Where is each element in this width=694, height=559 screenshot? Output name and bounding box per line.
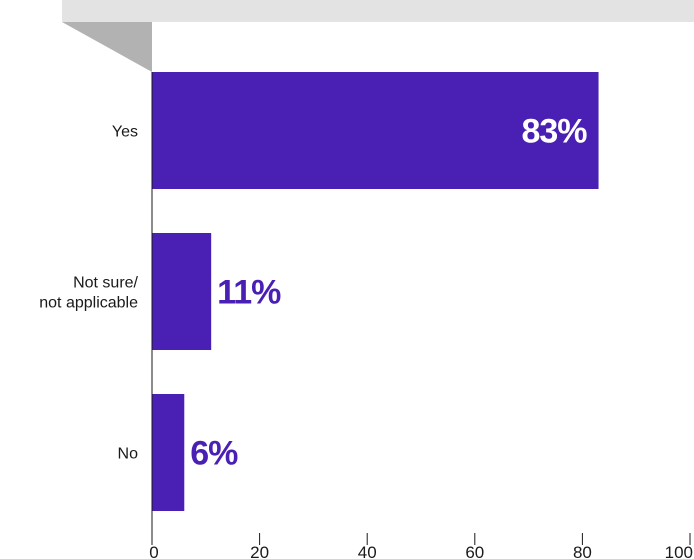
bar-1 [152,233,212,350]
axis-layer: Yes Not sure/not applicable No 0 20 40 60 80 100 [39,72,693,559]
bar-0 [152,72,599,189]
category-label-1: Not sure/not applicable [39,275,138,312]
category-label-2: No [118,446,139,463]
category-label-0: Yes [112,124,138,141]
x-tick-label-0: 0 [149,543,158,559]
data-label-2: 6% [190,435,238,473]
bars-layer: 83% 11% 6% [152,72,599,511]
header-banner [62,0,694,22]
x-tick-label-5: 100 [665,543,693,559]
x-tick-label-1: 20 [250,543,269,559]
x-tick-label-2: 40 [358,543,377,559]
banner-fold [62,22,152,72]
x-tick-label-3: 60 [465,543,484,559]
data-label-1: 11% [217,274,281,312]
bar-2 [152,394,185,511]
data-label-0: 83% [521,113,587,151]
x-tick-label-4: 80 [573,543,592,559]
